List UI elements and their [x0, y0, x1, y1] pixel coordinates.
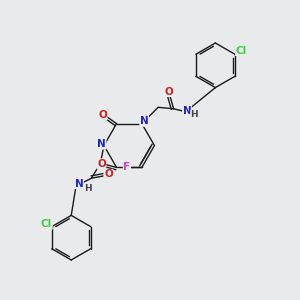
Text: N: N [75, 178, 83, 189]
Text: O: O [97, 159, 106, 169]
Text: H: H [84, 184, 92, 193]
Text: N: N [183, 106, 191, 116]
Text: Cl: Cl [236, 46, 247, 56]
Text: H: H [190, 110, 198, 119]
Text: N: N [97, 139, 106, 149]
Text: Cl: Cl [41, 219, 52, 229]
Text: O: O [104, 169, 113, 179]
Text: F: F [123, 162, 130, 172]
Text: N: N [140, 116, 148, 126]
Text: O: O [164, 87, 173, 97]
Text: O: O [98, 110, 107, 120]
